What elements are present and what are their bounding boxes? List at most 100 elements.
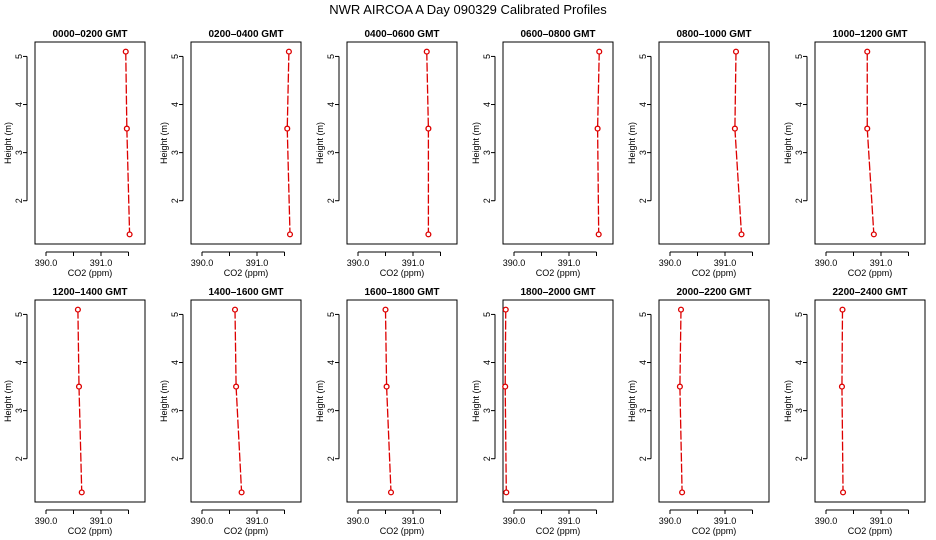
y-tick-label: 5 [326,54,336,59]
profile-line [384,309,392,493]
y-tick-label: 4 [794,102,804,107]
y-tick-label: 3 [170,408,180,413]
y-tick-label: 5 [482,312,492,317]
data-point [425,125,432,132]
data-point [738,231,745,238]
plot-frame [190,41,302,245]
x-tick-label: 390.0 [191,516,214,526]
x-axis-label: CO2 (ppm) [536,526,581,536]
profile-line [866,51,875,235]
y-tick-label: 2 [170,198,180,203]
data-point [231,306,239,313]
data-point [286,231,294,238]
data-point [126,231,133,238]
plot-frame [346,299,458,503]
x-tick-label: 391.0 [558,516,581,526]
x-tick-label: 390.0 [659,258,682,268]
y-tick-label: 5 [170,54,180,59]
x-axis-label: CO2 (ppm) [68,268,113,278]
data-point [387,489,395,496]
y-tick-label: 4 [794,360,804,365]
x-tick-label: 390.0 [503,258,526,268]
panel-title: 1600–1800 GMT [364,287,439,298]
x-tick-label: 391.0 [558,258,581,268]
data-point [382,306,389,313]
y-tick-label: 3 [14,408,24,413]
plot-frame [190,299,302,503]
x-axis-label: CO2 (ppm) [224,526,269,536]
data-point [123,125,130,132]
data-point [75,383,83,390]
y-axis-label: Height (m) [471,380,481,422]
y-tick-label: 4 [326,102,336,107]
data-point [870,231,877,238]
data-point [74,306,81,313]
profile-line [734,51,743,235]
profile-line [426,51,430,235]
data-point [502,306,509,313]
x-tick-label: 391.0 [246,516,269,526]
data-point [423,48,430,55]
y-tick-label: 3 [482,150,492,155]
data-point [233,383,240,390]
panel-title: 0200–0400 GMT [208,29,283,40]
panel-title: 0000–0200 GMT [52,29,127,40]
y-tick-label: 4 [170,360,180,365]
y-tick-label: 3 [794,150,804,155]
x-tick-label: 391.0 [90,516,113,526]
y-tick-label: 2 [794,456,804,461]
y-tick-label: 3 [14,150,24,155]
panel-title: 1200–1400 GMT [52,287,127,298]
y-tick-label: 4 [482,102,492,107]
data-point [425,231,432,238]
plot-frame [814,299,926,503]
y-tick-label: 4 [14,102,24,107]
plot-frame [658,41,770,245]
y-axis-label: Height (m) [783,122,793,164]
x-axis-label: CO2 (ppm) [380,268,425,278]
y-axis-label: Height (m) [3,122,13,164]
plot-frame [346,41,458,245]
panel-title: 2200–2400 GMT [832,287,907,298]
x-tick-label: 390.0 [659,516,682,526]
y-tick-label: 5 [482,54,492,59]
data-point [732,48,740,55]
data-point [122,48,129,55]
y-tick-label: 3 [326,408,336,413]
plot-frame [814,41,926,245]
x-tick-label: 391.0 [714,516,737,526]
profile-line [77,309,83,493]
y-axis-label: Height (m) [315,122,325,164]
x-axis-label: CO2 (ppm) [692,268,737,278]
y-tick-label: 3 [638,150,648,155]
y-tick-label: 4 [482,360,492,365]
x-tick-label: 391.0 [90,258,113,268]
y-tick-label: 2 [326,456,336,461]
x-tick-label: 391.0 [246,258,269,268]
x-axis-label: CO2 (ppm) [224,268,269,278]
data-point [383,383,390,390]
y-tick-label: 5 [638,54,648,59]
data-point [864,48,871,55]
plot-frame [502,299,614,503]
profile-line [125,51,131,235]
y-tick-label: 3 [482,408,492,413]
x-axis-label: CO2 (ppm) [848,268,893,278]
y-axis-label: Height (m) [471,122,481,164]
x-tick-label: 390.0 [503,516,526,526]
data-point [839,489,847,496]
y-axis-label: Height (m) [159,122,169,164]
y-tick-label: 4 [326,360,336,365]
x-axis-label: CO2 (ppm) [692,526,737,536]
data-point [78,489,85,496]
y-axis-label: Height (m) [315,380,325,422]
panel-title: 1800–2000 GMT [520,287,595,298]
x-axis-label: CO2 (ppm) [536,268,581,278]
y-tick-label: 5 [14,312,24,317]
data-point [503,489,510,496]
profile-line [679,309,683,493]
y-tick-label: 3 [638,408,648,413]
data-point [864,125,871,132]
y-axis-label: Height (m) [627,380,637,422]
y-tick-label: 2 [326,198,336,203]
